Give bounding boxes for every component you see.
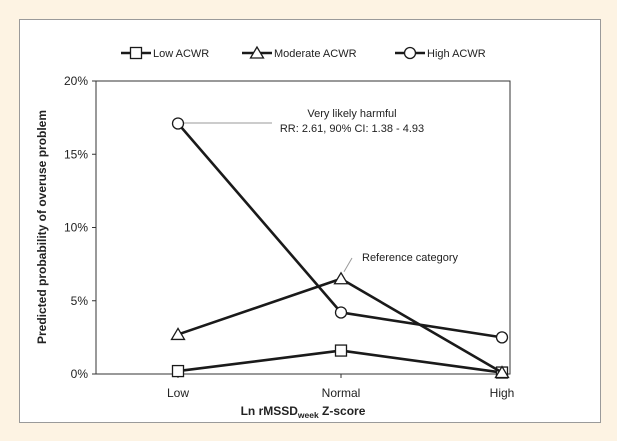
legend-label-2: High ACWR — [427, 48, 486, 60]
legend-marker-0 — [129, 46, 143, 60]
series-2-point-2 — [495, 331, 509, 344]
annotation-leader-1 — [343, 257, 353, 273]
y-tick-label-1: 5% — [71, 294, 89, 308]
annotation-0-line-1: RR: 2.61, 90% CI: 1.38 - 4.93 — [280, 123, 424, 135]
x-axis-label: Ln rMSSDweek Z-score — [241, 404, 366, 420]
y-axis-label: Predicted probability of overuse problem — [35, 110, 49, 344]
y-tick-label-0: 0% — [71, 367, 89, 381]
series-2-point-0 — [171, 117, 185, 130]
y-tick-label-3: 15% — [64, 147, 88, 161]
series-0-point-0 — [171, 364, 185, 378]
annotation-1-line-0: Reference category — [362, 252, 458, 264]
x-axis: Low Normal High — [167, 374, 514, 400]
x-tick-label-0: Low — [167, 386, 189, 400]
series-line-2 — [177, 122, 503, 339]
legend-marker-2 — [403, 46, 417, 60]
y-axis: 0% 5% 10% 15% 20% — [64, 74, 96, 381]
annotation-leaders — [178, 122, 353, 273]
annotation-0-line-0: Very likely harmful — [307, 108, 396, 120]
series-2-point-1 — [334, 306, 348, 319]
x-axis-label-tail: Z-score — [319, 404, 366, 418]
legend: Low ACWR Moderate ACWR High ACWR — [121, 45, 486, 60]
series-line-1 — [177, 277, 503, 374]
series-1-point-1 — [333, 271, 349, 285]
x-axis-label-main: Ln rMSSD — [241, 404, 299, 418]
annotations: Very likely harmful RR: 2.61, 90% CI: 1.3… — [280, 108, 459, 264]
legend-label-0: Low ACWR — [153, 48, 209, 60]
series-1-point-0 — [170, 327, 186, 341]
series-1-point-2 — [494, 365, 510, 379]
legend-marker-1 — [249, 45, 265, 59]
series-group — [170, 117, 510, 379]
x-tick-label-2: High — [490, 386, 515, 400]
y-tick-label-4: 20% — [64, 74, 88, 88]
x-axis-label-subscript: week — [297, 410, 319, 420]
y-tick-label-2: 10% — [64, 221, 88, 235]
x-tick-label-1: Normal — [322, 386, 361, 400]
series-0-point-1 — [334, 344, 348, 357]
legend-label-1: Moderate ACWR — [274, 48, 357, 60]
